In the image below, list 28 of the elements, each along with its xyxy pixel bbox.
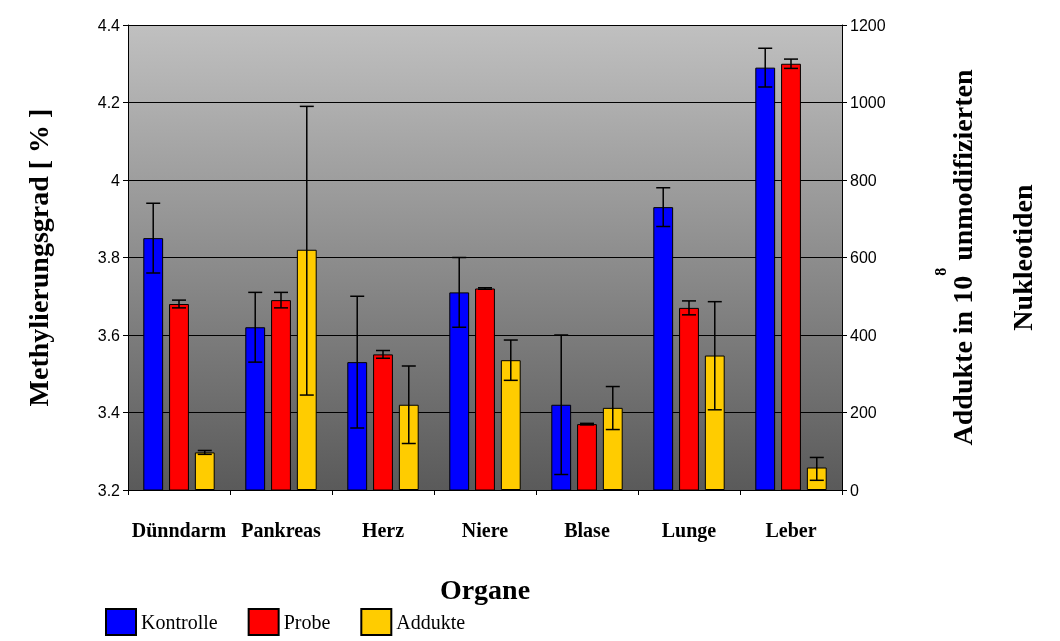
y-tick-label: 3.4 xyxy=(97,404,121,421)
x-tick-label: Herz xyxy=(361,519,405,541)
y-axis-title: Methylierungsgrad [ % ] xyxy=(22,108,54,407)
y-tick-label: 3.6 xyxy=(97,326,121,344)
y-tick-label: 4 xyxy=(111,171,121,189)
legend-label: Addukte xyxy=(396,611,466,633)
y2-tick-label: 1200 xyxy=(850,16,886,34)
y-tick-label: 3.8 xyxy=(97,249,121,266)
y-tick-label: 4.2 xyxy=(97,94,121,111)
x-tick-label: Blase xyxy=(564,519,610,541)
y-tick-label: 3.2 xyxy=(97,481,121,499)
x-tick-label: Pankreas xyxy=(241,519,322,541)
legend-label: Kontrolle xyxy=(141,611,218,633)
x-tick-label: Niere xyxy=(461,519,509,541)
x-axis-title: Organe xyxy=(439,573,531,605)
y2-tick-label: 400 xyxy=(850,326,877,344)
y2-tick-label: 200 xyxy=(850,404,877,421)
y2-tick-label: 0 xyxy=(850,481,859,499)
y2-tick-label: 1000 xyxy=(850,94,886,111)
bar xyxy=(194,452,215,490)
y2-tick-label: 800 xyxy=(850,171,877,189)
y2-axis-title: Addukte in 108 unmodifizierten Nukleotiden xyxy=(931,69,1038,446)
x-tick-label: Leber xyxy=(765,519,817,541)
x-tick-label: Lunge xyxy=(661,519,717,542)
y-tick-label: 4.4 xyxy=(97,16,121,34)
legend-label: Probe xyxy=(283,611,331,633)
y2-tick-label: 600 xyxy=(850,249,877,266)
x-tick-label: Dünndarm xyxy=(131,519,227,541)
